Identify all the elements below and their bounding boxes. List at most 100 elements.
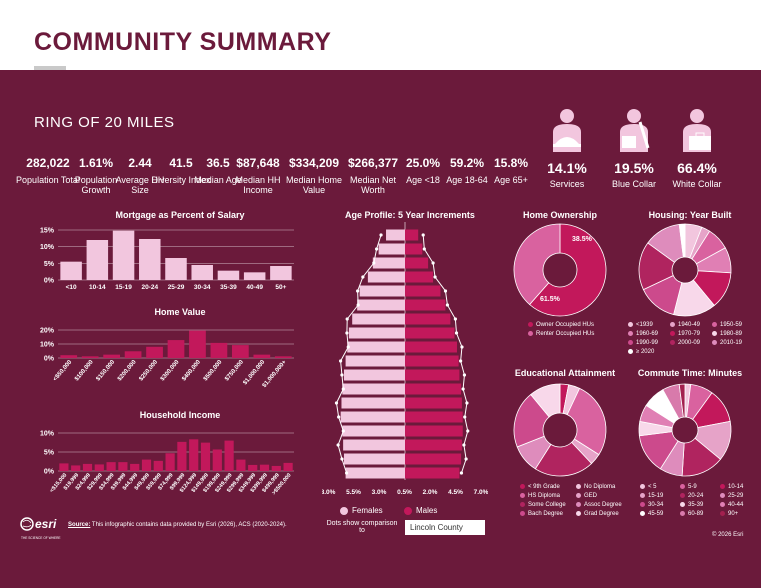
x-tick-label: $150,000: [95, 359, 116, 383]
legend-males: Males: [404, 506, 437, 515]
y-tick-label: 5%: [44, 261, 55, 268]
female-bar: [357, 299, 405, 311]
legend-item: 1990-99: [628, 340, 658, 346]
legend-label: 1970-79: [678, 331, 701, 338]
x-tick-label: 0.5%: [397, 489, 412, 494]
bar: [146, 346, 163, 358]
education-legend: < 9th Grade No Diploma HS Diploma GED Some C…: [520, 484, 630, 524]
stat-value: 15.8%: [493, 156, 529, 170]
legend-item: 1970-79: [670, 331, 700, 337]
copyright: © 2026 Esri: [712, 532, 744, 538]
female-bar: [372, 257, 405, 269]
age-profile-title: Age Profile: 5 Year Increments: [345, 210, 475, 220]
legend-item: 60-89: [680, 511, 703, 517]
white-collar-worker-icon: [683, 109, 711, 152]
comparison-dot: [340, 457, 344, 461]
bar: [271, 465, 281, 471]
legend-swatch: [576, 493, 581, 498]
legend-swatch: [628, 322, 633, 327]
x-tick-label: $100,000: [74, 359, 95, 383]
comparison-dot: [443, 289, 448, 293]
stat-value: 1.61%: [78, 156, 114, 170]
mortgage-chart: 15% 10% 5% 0% <10 10-14 15-19 20-24 25-29 30-34 35…: [40, 228, 294, 291]
legend-item: Grad Degree: [576, 511, 619, 517]
legend-label: 40-44: [728, 502, 744, 509]
bar: [274, 356, 292, 358]
male-bar: [405, 439, 462, 451]
male-bar: [405, 243, 423, 255]
bar: [231, 345, 249, 358]
comparison-dot: [379, 233, 383, 237]
comparison-select[interactable]: Lincoln County: [405, 520, 485, 535]
employment-value: 14.1%: [547, 160, 587, 176]
y-tick-label: 0%: [44, 469, 55, 476]
legend-item: 90+: [720, 511, 738, 517]
legend-item: Owner Occupied HUs: [528, 322, 594, 328]
employment-label: Services: [549, 179, 585, 189]
bar: [189, 330, 206, 358]
age-pyramid-chart: 8.0% 5.5% 3.0% 0.5% 2.0% 4.5% 7.0%: [322, 222, 488, 494]
stat-value: $87,648: [236, 156, 280, 170]
legend-label: 15-19: [648, 493, 664, 500]
comparison-dot: [421, 233, 425, 237]
female-bar: [378, 243, 405, 255]
legend-item: <1939: [628, 322, 653, 328]
stat-6: $334,209 Median Home Value: [282, 156, 346, 195]
x-tick-label: 10-14: [89, 284, 106, 291]
male-bar: [405, 285, 441, 297]
home-ownership-title: Home Ownership: [522, 210, 597, 220]
legend-label: 45-59: [648, 511, 664, 518]
bar: [224, 440, 234, 471]
male-comparison-line: [422, 234, 469, 474]
legend-item: ≥ 2020: [628, 349, 654, 355]
legend-label: 1940-49: [678, 322, 701, 329]
comparison-dot: [445, 303, 450, 307]
stat-label: Age 65+: [494, 175, 528, 185]
education-donut: [513, 383, 607, 477]
legend-swatch: [720, 484, 725, 489]
y-tick-label: 10%: [40, 244, 55, 251]
stat-label: Age 18-64: [446, 175, 488, 185]
stat-3: 41.5 Diversity Index: [149, 156, 213, 185]
x-tick-label: 35-39: [220, 284, 237, 291]
commute-donut: [638, 383, 732, 477]
legend-item: 45-59: [640, 511, 663, 517]
legend-item: 35-39: [680, 502, 703, 508]
legend-swatch: [520, 502, 525, 507]
bar: [212, 449, 222, 471]
bar: [165, 453, 175, 471]
legend-label: 30-34: [648, 502, 664, 509]
female-bar: [367, 271, 405, 283]
comparison-dot: [346, 345, 350, 349]
legend-label: Some College: [528, 502, 566, 509]
males-swatch: [404, 506, 412, 515]
comparison-dot: [356, 289, 360, 293]
comparison-dot: [341, 429, 345, 433]
legend-item: 40-44: [720, 502, 743, 508]
legend-item: 5-9: [680, 484, 697, 490]
legend-item: Bach Degree: [520, 511, 563, 517]
stat-value: $334,209: [288, 156, 340, 170]
x-tick-label: $300,000: [160, 359, 181, 383]
male-bar: [405, 411, 463, 423]
stat-7: $266,377 Median Net Worth: [341, 156, 405, 195]
legend-item: 20-24: [680, 493, 703, 499]
bar: [165, 258, 187, 280]
stat-value: 59.2%: [449, 156, 485, 170]
x-tick-label: 8.0%: [322, 489, 336, 494]
employment-2: 66.4% White Collar: [667, 108, 727, 189]
bar: [86, 240, 109, 280]
legend-swatch: [576, 502, 581, 507]
legend-label: < 5: [648, 484, 657, 491]
comparison-note: Dots show comparison to: [326, 520, 398, 534]
bar: [210, 342, 228, 358]
bar: [60, 261, 82, 280]
comparison-dot: [459, 359, 463, 363]
legend-item: 25-29: [720, 493, 743, 499]
comparison-dot: [460, 345, 464, 349]
comparison-dot: [372, 261, 376, 265]
comparison-dot: [422, 247, 426, 251]
comparison-dot: [454, 331, 459, 335]
comparison-dot: [345, 331, 349, 335]
bar: [60, 355, 78, 358]
